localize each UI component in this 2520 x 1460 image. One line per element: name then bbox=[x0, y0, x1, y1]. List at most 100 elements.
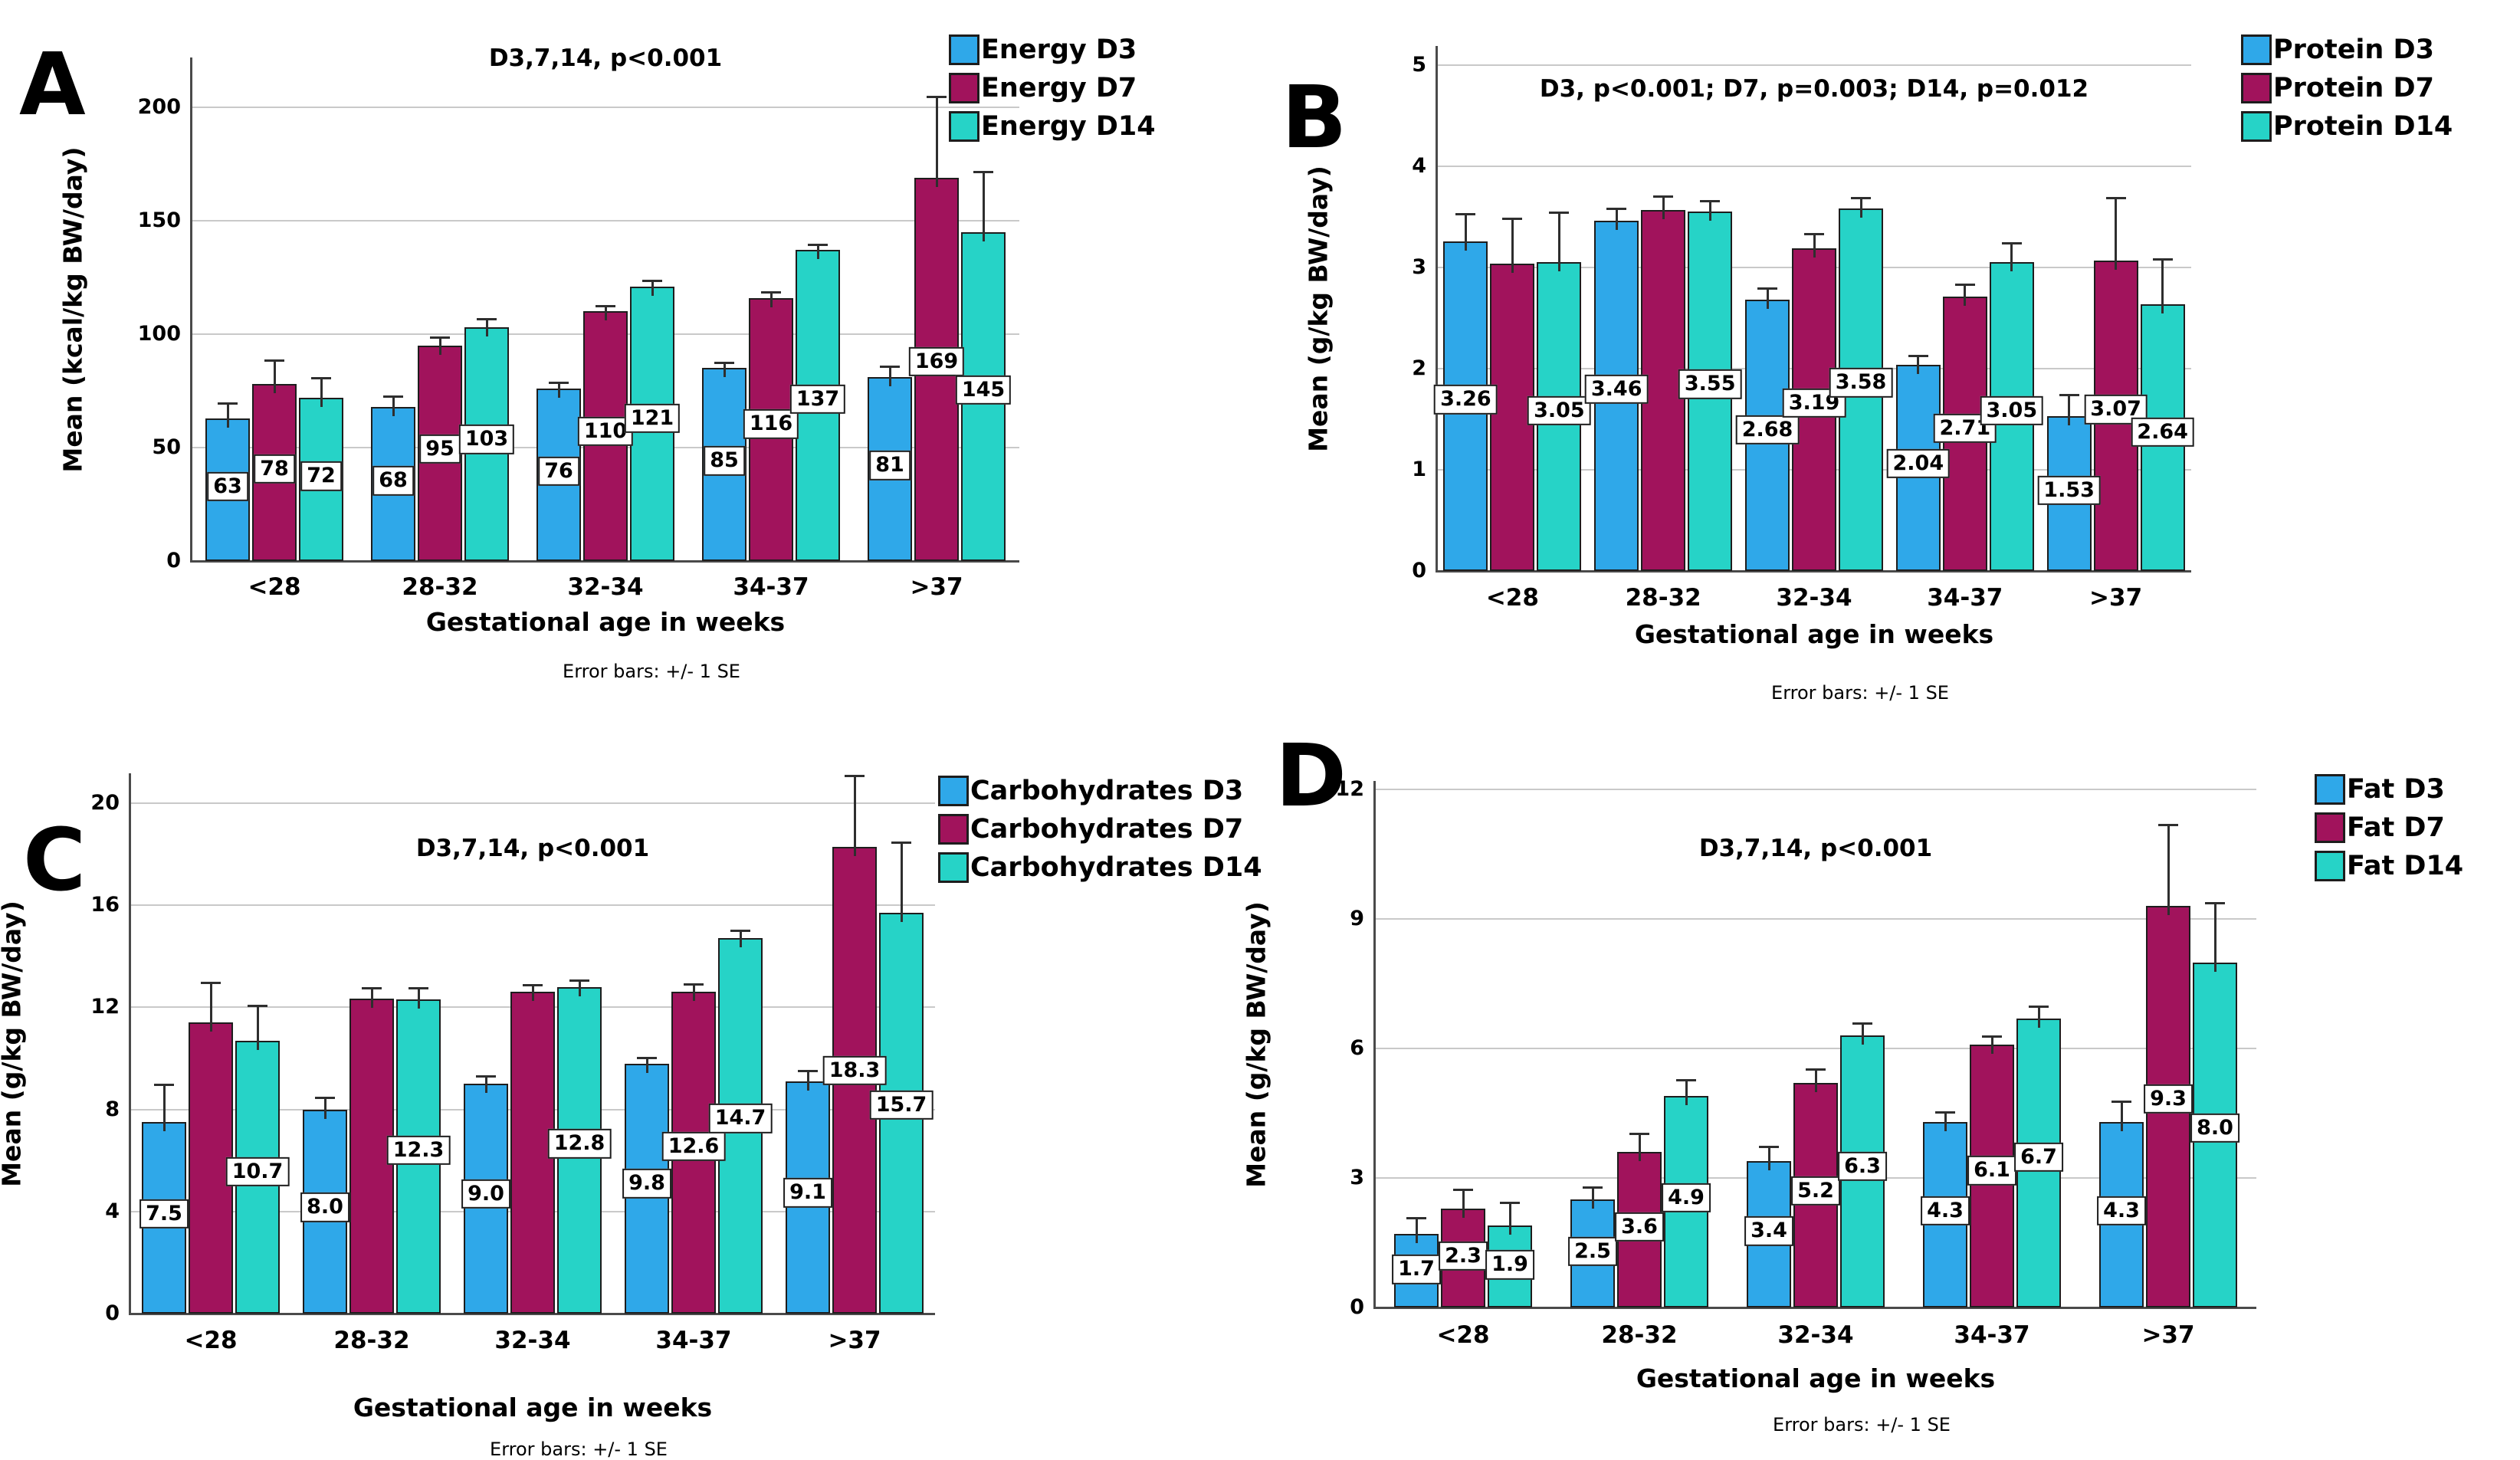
y-axis-line bbox=[190, 57, 192, 563]
chart-title: D3,7,14, p<0.001 bbox=[1698, 835, 1933, 862]
legend-item: Protein D3 bbox=[2241, 31, 2453, 69]
error-bar-stem bbox=[1990, 1035, 1993, 1054]
y-axis-tick-label: 100 bbox=[137, 321, 181, 346]
error-bar-stem bbox=[578, 979, 581, 996]
error-bar-caption: Error bars: +/- 1 SE bbox=[490, 1439, 668, 1460]
legend-swatch-fat-d14 bbox=[2315, 851, 2345, 881]
x-category-label: <28 bbox=[1485, 584, 1539, 612]
y-axis-tick-label: 12 bbox=[90, 995, 120, 1019]
error-bar-cap bbox=[845, 775, 865, 778]
x-category-label: 32-34 bbox=[1776, 584, 1852, 612]
gridline bbox=[192, 220, 1019, 221]
panel-b: B 0 1 2 3 4 5 Mean (g/kg BW/day) D3, p<0.001; D7… bbox=[1260, 0, 2520, 727]
bar-value-label: 6.7 bbox=[2014, 1142, 2063, 1173]
error-bar-cap bbox=[798, 1069, 818, 1072]
bar-value-label: 121 bbox=[624, 403, 681, 433]
bar-value-label: 2.04 bbox=[1886, 448, 1951, 479]
error-bar-caption: Error bars: +/- 1 SE bbox=[1773, 1414, 1951, 1435]
error-bar-stem bbox=[2161, 258, 2164, 313]
x-axis-line bbox=[129, 1313, 935, 1315]
legend-swatch-protein-d14 bbox=[2241, 111, 2272, 142]
x-category-label: 32-34 bbox=[1777, 1321, 1854, 1349]
error-bar-cap bbox=[2001, 242, 2022, 244]
x-axis-line bbox=[1436, 570, 2191, 573]
error-bar-stem bbox=[2037, 1005, 2040, 1028]
x-category-label: 34-37 bbox=[1954, 1321, 2030, 1349]
bar-value-label: 2.68 bbox=[1735, 415, 1800, 445]
bar-value-label: 76 bbox=[538, 456, 579, 487]
bar-value-label: 116 bbox=[743, 409, 799, 439]
error-bar-cap bbox=[1757, 287, 1777, 290]
x-category-label: >37 bbox=[2141, 1321, 2195, 1349]
bar-value-label: 9.1 bbox=[783, 1178, 832, 1208]
bar-value-label: 3.05 bbox=[1980, 395, 2044, 425]
legend-label: Energy D7 bbox=[981, 72, 1137, 103]
legend-swatch-carbohydrates-d3 bbox=[938, 776, 969, 806]
error-bar-cap bbox=[1606, 208, 1627, 211]
panel-letter-d: D bbox=[1275, 727, 1347, 826]
error-bar-cap bbox=[730, 929, 750, 932]
legend-label: Fat D3 bbox=[2347, 773, 2445, 805]
bar-value-label: 5.2 bbox=[1791, 1176, 1840, 1206]
bar-value-label: 110 bbox=[577, 416, 634, 446]
bar-value-label: 169 bbox=[908, 346, 965, 377]
x-category-label: 32-34 bbox=[494, 1327, 571, 1354]
bar-value-label: 15.7 bbox=[869, 1090, 934, 1120]
legend-item: Carbohydrates D3 bbox=[938, 772, 1262, 810]
x-category-label: 28-32 bbox=[1601, 1321, 1678, 1349]
legend-swatch-protein-d3 bbox=[2241, 34, 2272, 65]
bar-value-label: 10.7 bbox=[225, 1157, 290, 1186]
x-category-label: 32-34 bbox=[567, 573, 644, 601]
bar-value-label: 68 bbox=[372, 466, 414, 496]
error-bar-cap bbox=[430, 336, 450, 339]
gridline bbox=[1437, 166, 2191, 167]
error-bar-cap bbox=[201, 982, 221, 985]
y-axis-tick-label: 3 bbox=[1412, 254, 1426, 279]
bar-value-label: 81 bbox=[869, 451, 911, 481]
bar-value-label: 9.8 bbox=[622, 1169, 671, 1199]
y-axis-tick-label: 0 bbox=[1412, 558, 1426, 582]
panel-c: C 0 4 8 12 16 20 Mean (g/kg BW/day) D3,7,14, p<0… bbox=[0, 727, 1262, 1460]
bar-value-label: 12.6 bbox=[661, 1131, 726, 1161]
error-bar-cap bbox=[1804, 233, 1824, 236]
error-bar-cap bbox=[714, 361, 734, 364]
error-bar-cap bbox=[596, 304, 615, 307]
error-bar-cap bbox=[1629, 1132, 1649, 1135]
bar-value-label: 4.3 bbox=[1921, 1196, 1970, 1226]
error-bar-stem bbox=[1685, 1078, 1688, 1106]
error-bar-stem bbox=[2213, 901, 2216, 972]
legend-item: Fat D14 bbox=[2315, 847, 2463, 885]
x-category-label: >37 bbox=[910, 573, 963, 601]
y-axis-line bbox=[1373, 781, 1376, 1309]
error-bar-cap bbox=[1500, 1202, 1520, 1205]
error-bar-stem bbox=[1813, 233, 1816, 258]
y-axis-tick-label: 1 bbox=[1412, 457, 1426, 481]
bar-value-label: 9.3 bbox=[2144, 1084, 2193, 1114]
x-category-label: >37 bbox=[2089, 584, 2143, 612]
error-bar-stem bbox=[651, 279, 654, 296]
error-bar-cap bbox=[1502, 218, 1523, 221]
bar-value-label: 3.46 bbox=[1584, 374, 1649, 404]
error-bar-stem bbox=[1464, 212, 1467, 251]
error-bar-cap bbox=[2105, 196, 2126, 199]
error-bar-stem bbox=[1708, 199, 1711, 221]
legend-item: Protein D7 bbox=[2241, 69, 2453, 107]
error-bar-cap bbox=[2205, 901, 2225, 904]
bar-value-label: 85 bbox=[704, 445, 745, 476]
error-bar-cap bbox=[637, 1057, 657, 1060]
gridline bbox=[130, 802, 935, 804]
error-bar-cap bbox=[1806, 1068, 1826, 1071]
gridline bbox=[192, 107, 1019, 108]
bar-value-label: 1.7 bbox=[1392, 1255, 1441, 1284]
error-bar-cap bbox=[2158, 824, 2178, 827]
error-bar-cap bbox=[523, 984, 543, 987]
error-bar-cap bbox=[1583, 1186, 1603, 1189]
panel-a: A 0 50 100 150 200 Mean (kcal/kg BW/day) D3,7,1… bbox=[0, 0, 1260, 727]
error-bar-cap bbox=[1453, 1189, 1473, 1192]
bar-value-label: 3.6 bbox=[1615, 1212, 1664, 1242]
bar-value-label: 3.4 bbox=[1744, 1216, 1793, 1246]
error-bar-stem bbox=[557, 382, 560, 399]
error-bar-cap bbox=[642, 279, 662, 282]
y-axis-title: Mean (g/kg BW/day) bbox=[1241, 901, 1271, 1188]
y-axis-tick-label: 150 bbox=[137, 208, 181, 232]
